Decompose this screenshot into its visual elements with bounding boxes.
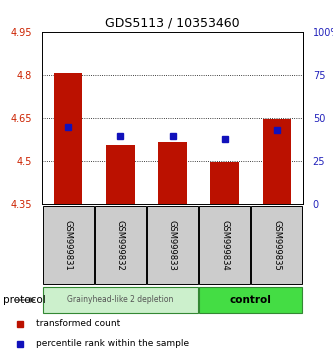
Text: Grainyhead-like 2 depletion: Grainyhead-like 2 depletion — [67, 296, 173, 304]
Text: percentile rank within the sample: percentile rank within the sample — [36, 339, 189, 348]
Text: GSM999832: GSM999832 — [116, 219, 125, 270]
Bar — [262, 119, 291, 204]
Text: GSM999833: GSM999833 — [168, 219, 177, 270]
Text: GSM999835: GSM999835 — [272, 219, 281, 270]
Bar — [199, 206, 250, 284]
Bar — [95, 206, 146, 284]
Bar — [43, 206, 94, 284]
Bar — [158, 142, 187, 204]
Text: control: control — [230, 295, 272, 305]
Bar — [43, 287, 198, 313]
Bar — [106, 145, 135, 204]
Bar — [199, 287, 302, 313]
Bar — [210, 162, 239, 204]
Bar — [54, 73, 83, 204]
Text: protocol: protocol — [3, 295, 46, 305]
Text: transformed count: transformed count — [36, 320, 121, 329]
Bar — [147, 206, 198, 284]
Text: GSM999834: GSM999834 — [220, 219, 229, 270]
Text: GSM999831: GSM999831 — [64, 219, 73, 270]
Title: GDS5113 / 10353460: GDS5113 / 10353460 — [105, 16, 240, 29]
Bar — [251, 206, 302, 284]
